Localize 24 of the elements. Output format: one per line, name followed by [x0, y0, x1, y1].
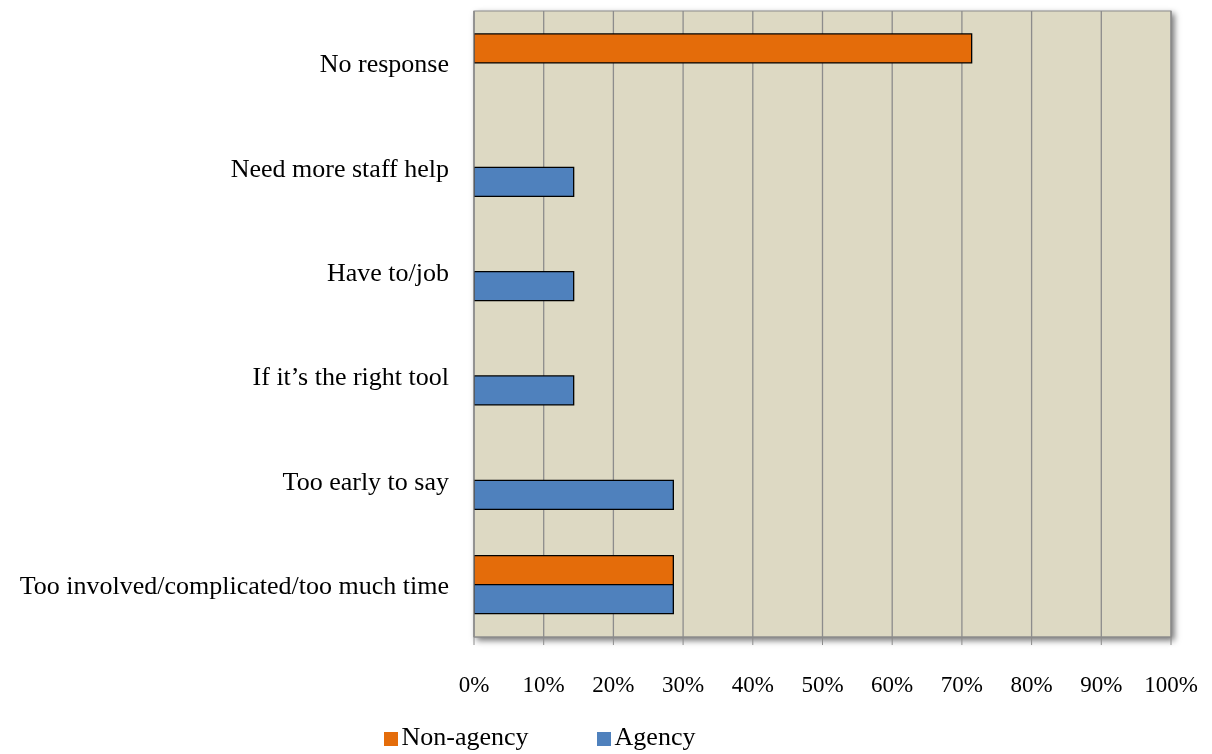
bar	[474, 33, 973, 64]
bar	[474, 270, 575, 302]
y-tick-label: Too involved/complicated/too much time	[19, 571, 449, 601]
legend-label: Non-agency	[401, 722, 529, 751]
x-tick-label: 80%	[1010, 672, 1053, 698]
y-tick-label: Have to/job	[326, 258, 449, 288]
x-tick-label: 50%	[801, 672, 844, 698]
x-tick-label: 90%	[1080, 672, 1123, 698]
bar	[474, 479, 674, 510]
y-tick-label: If it’s the right tool	[252, 362, 449, 392]
x-tick-label: 40%	[731, 672, 774, 698]
x-tick-label: 20%	[592, 672, 635, 698]
y-tick-label: Need more staff help	[230, 153, 449, 183]
x-tick-label: 70%	[940, 672, 983, 698]
bar	[474, 166, 575, 197]
y-tick-label: Too early to say	[282, 466, 449, 496]
x-tick-label: 60%	[871, 672, 914, 698]
x-tick-label: 0%	[458, 672, 490, 698]
x-tick-label: 30%	[662, 672, 705, 698]
y-tick-label: No response	[319, 49, 449, 79]
x-tick-label: 10%	[522, 672, 565, 698]
x-tick-label: 100%	[1144, 672, 1198, 698]
legend-label: Agency	[614, 722, 696, 751]
bar	[474, 375, 575, 406]
